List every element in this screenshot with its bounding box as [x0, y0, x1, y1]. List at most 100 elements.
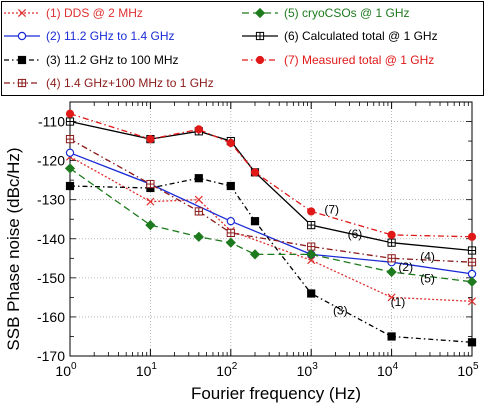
legend-marker	[17, 31, 27, 41]
series-4-point	[146, 179, 155, 189]
legend: (1) DDS @ 2 MHz (2) 11.2 GHz to 1.4 GHz (3…	[1, 1, 484, 96]
y-tick-label: -140	[37, 231, 65, 247]
series-5-point	[386, 266, 397, 278]
legend-label: (4) 1.4 GHz+100 MHz to 1 GHz	[46, 76, 214, 90]
legend-entry-6: (6) Calculated total @ 1 GHz	[242, 29, 438, 43]
series-2	[65, 148, 477, 279]
series-3-point	[65, 181, 75, 191]
series-1-point	[467, 297, 477, 306]
series-7-point	[65, 109, 75, 118]
y-tick-label: -170	[37, 348, 65, 364]
annotation-label: (6)	[348, 227, 363, 241]
y-tick-label: -150	[37, 270, 65, 286]
annotation-label: (5)	[420, 272, 435, 286]
annotation-label: (2)	[398, 260, 413, 274]
annotation-label: (1)	[391, 295, 406, 309]
series-2-line	[69, 152, 473, 275]
series-6-point	[387, 238, 396, 247]
series-1-line	[69, 156, 473, 302]
series-3-point	[387, 332, 396, 341]
series-7-point	[146, 135, 155, 144]
legend-label: (7) Measured total @ 1 GHz	[284, 53, 434, 67]
legend-label: (3) 11.2 GHz to 100 MHz	[46, 53, 179, 67]
y-axis-ticks: -110 -120 -130 -140 -150 -160 -170	[37, 114, 65, 364]
legend-entry-2: (2) 11.2 GHz to 1.4 GHz	[4, 29, 175, 43]
legend-entry-1: (1) DDS @ 2 MHz	[4, 6, 143, 20]
annotation-label: (4)	[420, 249, 435, 263]
series-4-point	[467, 258, 477, 267]
series-7-point	[250, 168, 260, 177]
series-2-point	[65, 148, 75, 157]
x-tick-label: 104	[377, 361, 399, 379]
legend-entry-4: (4) 1.4 GHz+100 MHz to 1 GHz	[4, 76, 214, 90]
annotation-label: (7)	[324, 202, 339, 216]
series-4-line	[69, 138, 473, 263]
series-2-point	[226, 216, 235, 226]
series-7-line	[69, 113, 473, 238]
series-7-point	[194, 125, 203, 134]
series-7-point	[387, 230, 396, 239]
legend-marker	[255, 55, 265, 65]
series-6-line	[69, 120, 473, 252]
series-5-point	[466, 276, 478, 287]
y-tick-label: -110	[38, 114, 65, 130]
series-4-point	[387, 254, 396, 263]
series-6-point	[65, 117, 75, 126]
series-5-point	[249, 249, 261, 260]
y-axis-title: SSB Phase noise (dBc/Hz)	[4, 147, 23, 350]
grid-lines	[70, 101, 472, 357]
y-tick-label: -160	[37, 309, 65, 325]
series-5	[64, 163, 478, 287]
legend-entry-5: (5) cryoCSOs @ 1 GHz	[242, 6, 410, 20]
series-3-point	[226, 181, 235, 191]
legend-marker	[17, 8, 27, 18]
x-tick-label: 102	[216, 361, 238, 379]
series-1-point	[387, 293, 396, 302]
legend-entry-7: (7) Measured total @ 1 GHz	[242, 53, 434, 67]
series-4-point	[226, 228, 235, 238]
series-3-line	[69, 177, 473, 343]
series-3-point	[307, 289, 316, 298]
series-7-point	[226, 138, 235, 148]
legend-box	[1, 1, 484, 96]
x-tick-label: 105	[457, 361, 479, 379]
series-3-point	[250, 217, 260, 226]
series-3-point	[467, 338, 477, 347]
x-axis-ticks: 100 101 102 103 104 105	[55, 102, 479, 379]
legend-entry-3: (3) 11.2 GHz to 100 MHz	[4, 53, 179, 67]
series-4	[65, 135, 477, 267]
y-tick-label: -130	[37, 192, 65, 208]
series-4-point	[307, 242, 316, 251]
annotation-label: (3)	[333, 304, 348, 318]
series-3	[65, 174, 477, 347]
series-1-point	[307, 256, 316, 265]
series-5-point	[306, 249, 317, 260]
series-5-point	[64, 163, 76, 174]
series-3-point	[194, 174, 203, 183]
series-7-point	[307, 207, 316, 216]
series-5-line	[69, 167, 473, 283]
legend-marker	[17, 78, 27, 88]
series-7-point	[467, 232, 477, 241]
series-layer	[64, 109, 478, 347]
series-5-point	[145, 219, 156, 231]
legend-marker	[17, 55, 27, 65]
series-6	[65, 117, 477, 255]
series-5-point	[193, 231, 204, 242]
x-tick-label: 103	[297, 361, 319, 379]
series-4-point	[65, 135, 75, 144]
legend-marker	[255, 31, 265, 41]
series-6-point	[307, 220, 316, 230]
legend-label: (6) Calculated total @ 1 GHz	[284, 29, 438, 43]
legend-label: (5) cryoCSOs @ 1 GHz	[284, 6, 410, 20]
series-1-point	[146, 197, 155, 206]
series-7	[65, 109, 477, 241]
series-6-point	[467, 246, 477, 255]
series-4-point	[194, 207, 203, 216]
legend-label: (1) DDS @ 2 MHz	[46, 6, 143, 20]
x-tick-label: 101	[136, 361, 158, 379]
x-axis-title: Fourier frequency (Hz)	[191, 384, 361, 403]
legend-label: (2) 11.2 GHz to 1.4 GHz	[46, 29, 175, 43]
legend-marker	[254, 7, 266, 19]
